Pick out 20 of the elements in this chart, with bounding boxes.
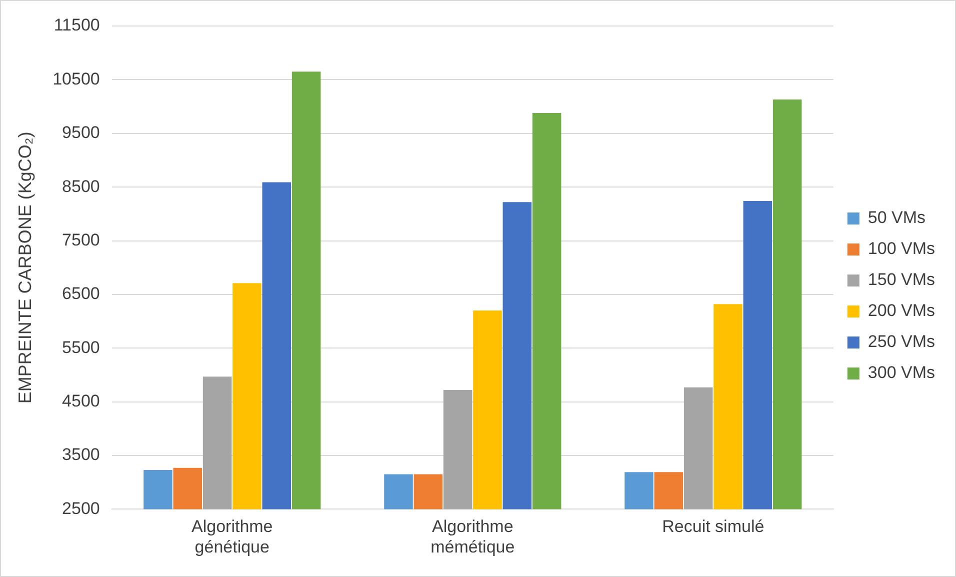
y-tick-label: 5500 [62,338,100,357]
legend-label: 300 VMs [868,363,936,382]
legend-label: 150 VMs [868,270,936,290]
y-tick-label: 8500 [62,176,100,196]
x-tick-label: Recuit simulé [662,517,764,536]
y-tick-label: 3500 [62,445,100,464]
y-tick-label: 6500 [62,284,100,304]
x-tick-label: Algorithme mémétique [430,517,515,556]
y-tick-label: 10500 [52,69,100,88]
legend-label: 250 VMs [868,332,936,352]
y-tick-label: 11500 [54,16,100,35]
y-tick-label: 4500 [62,392,100,411]
legend-label: 100 VMs [868,239,936,258]
legend-label: 200 VMs [868,301,936,320]
x-tick-label: Algorithme génétique [191,517,273,556]
y-tick-label: 2500 [62,498,100,518]
y-tick-label: 9500 [62,123,100,142]
y-tick-label: 7500 [62,230,100,250]
legend-label: 50 VMs [868,208,926,228]
y-axis-title: EMPREINTE CARBONE (KgCO₂) [14,132,35,404]
